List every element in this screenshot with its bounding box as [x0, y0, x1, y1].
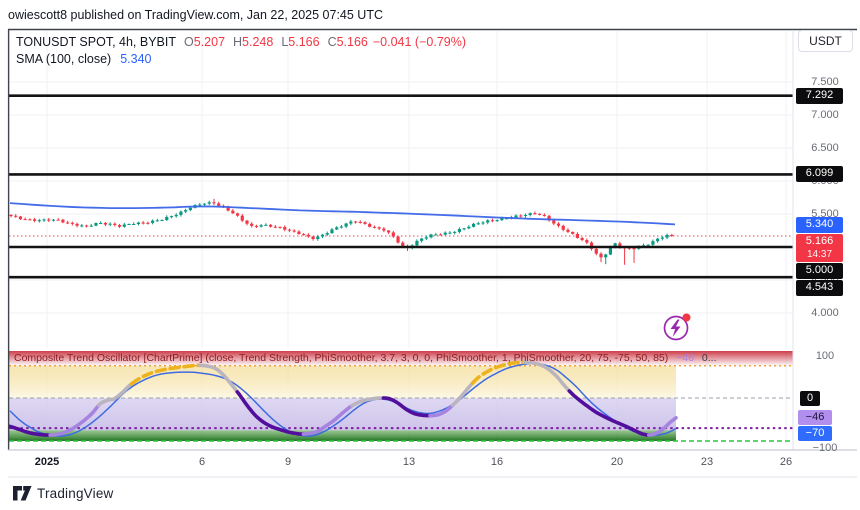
ohlc-open-label: O	[184, 34, 194, 49]
time-label: 20	[610, 456, 624, 468]
ohlc-high-value: 5.248	[242, 34, 274, 49]
osc-main-line	[198, 363, 240, 394]
level-price-label: 6.099	[796, 166, 843, 183]
price-tick-label: 6.500	[811, 142, 839, 154]
osc-main-line	[450, 381, 475, 408]
legend-symbol-row[interactable]: TONUSDT SPOT, 4h, BYBIT O5.207 H5.248 L5…	[16, 33, 466, 50]
osc-value-label: 0	[800, 390, 820, 406]
notification-red-dot	[682, 313, 691, 322]
time-label: 6	[198, 456, 206, 468]
sma-value: 5.340	[120, 51, 152, 66]
ohlc-close-label: C	[327, 34, 337, 49]
lightning-bolt-icon[interactable]	[663, 313, 691, 341]
oscillator-secondary-value: 0...	[701, 352, 717, 364]
ohlc-low-value: 5.166	[288, 34, 320, 49]
osc-main-line	[470, 360, 527, 385]
time-label: 13	[402, 456, 416, 468]
osc-tick-label: −100	[812, 442, 838, 455]
tradingview-logo-icon	[13, 486, 32, 501]
oscillator-title-text: Composite Trend Oscillator [ChartPrime] …	[14, 352, 669, 364]
price-change: −0.041 (−0.79%)	[372, 34, 466, 49]
ohlc-open-value: 5.207	[193, 34, 226, 49]
sma-label: SMA (100, close)	[16, 51, 112, 66]
osc-main-line	[522, 360, 572, 393]
oscillator-current-value: −46	[676, 352, 694, 364]
osc-main-line	[567, 389, 651, 437]
osc-main-line	[96, 382, 134, 408]
osc-main-line	[8, 424, 52, 437]
time-label: 26	[779, 456, 793, 468]
price-tick-label: 7.500	[811, 76, 839, 88]
osc-tick-label: 100	[815, 350, 835, 362]
level-price-label: 7.292	[796, 87, 843, 104]
price-tick-label: 4.000	[811, 307, 839, 319]
osc-main-line	[235, 390, 306, 436]
published-header: owiescott8 published on TradingView.com,…	[8, 8, 383, 22]
osc-main-line	[301, 403, 354, 436]
currency-toggle-button[interactable]: USDT	[798, 30, 853, 52]
ohlc-high-label: H	[233, 34, 243, 49]
osc-value-label: −70	[798, 426, 832, 442]
osc-value-label: −46	[798, 410, 832, 426]
ohlc-low-label: L	[281, 34, 289, 49]
osc-main-line	[428, 403, 455, 418]
level-price-label: 5.000	[796, 262, 843, 279]
tradingview-logo[interactable]: TradingView	[13, 486, 114, 501]
price-tick-label: 7.000	[811, 109, 839, 121]
legend: TONUSDT SPOT, 4h, BYBIT O5.207 H5.248 L5…	[16, 33, 466, 67]
time-label: 23	[700, 456, 714, 468]
sma-value-label: 5.340	[796, 216, 843, 233]
oscillator-title[interactable]: Composite Trend Oscillator [ChartPrime] …	[14, 352, 717, 364]
bar-countdown: 14:37	[806, 248, 833, 260]
osc-main-line	[129, 363, 202, 386]
osc-main-line	[646, 415, 678, 437]
legend-symbol: TONUSDT SPOT, 4h, BYBIT	[16, 34, 176, 49]
time-label: 9	[284, 456, 292, 468]
legend-sma-row[interactable]: SMA (100, close) 5.340	[16, 50, 466, 67]
osc-main-line	[48, 403, 101, 437]
osc-main-line	[350, 396, 386, 408]
osc-main-line	[381, 396, 432, 418]
osc-overbought-strip	[9, 351, 793, 366]
tradingview-logo-text: TradingView	[37, 486, 114, 501]
time-label: 16	[490, 456, 504, 468]
ohlc-close-value: 5.166	[336, 34, 368, 49]
level-price-label: 4.543	[796, 279, 843, 296]
last-price-label: 5.166 14:37	[796, 233, 843, 262]
sma-line	[9, 202, 676, 226]
time-label: 2025	[34, 456, 60, 468]
